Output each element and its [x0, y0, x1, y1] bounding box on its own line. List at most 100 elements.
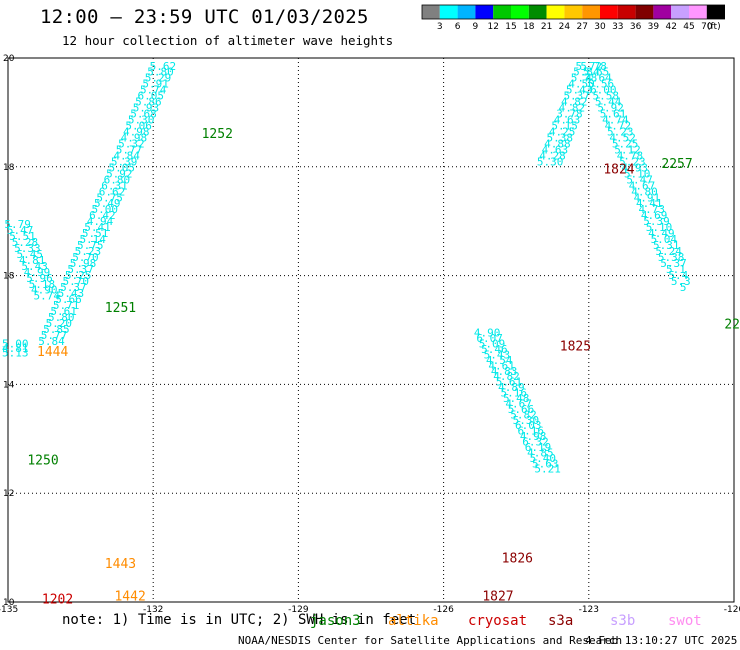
wave-height-point: 5.24: [655, 245, 682, 258]
wave-height-point: 5.71: [53, 299, 80, 312]
pass-time-label: 1251: [105, 301, 136, 316]
colorbar-label: 39: [648, 22, 660, 32]
wave-height-point: 4.61: [488, 359, 515, 372]
page-title: 12:00 – 23:59 UTC 01/03/2025: [40, 6, 369, 28]
wave-height-point: 5.20: [46, 317, 73, 330]
wave-height-point: 6.05: [138, 90, 165, 103]
wave-height-point: 5.38: [658, 251, 685, 264]
wave-height-point: 5.70: [63, 275, 90, 288]
wave-height-point: 5.43: [21, 260, 48, 273]
wave-height-point: 4.98: [121, 131, 148, 144]
colorbar-label: 3: [437, 22, 443, 32]
wave-height-point: 5.1: [666, 263, 686, 276]
wave-height-point: 5.75: [77, 239, 104, 252]
x-tick-label: -123: [579, 605, 599, 615]
pass-time-label: 1442: [114, 590, 145, 605]
colorbar-border: [421, 4, 726, 20]
wave-height-point: 4.94: [87, 215, 114, 228]
wave-height-point: 5.38: [547, 131, 574, 144]
wave-height-point: 6.31: [101, 179, 128, 192]
wave-height-point: 4.69: [641, 209, 668, 222]
wave-height-point: 4.83: [491, 365, 518, 378]
wave-height-point: 5.74: [140, 84, 167, 97]
colorbar-swatch: [617, 5, 636, 19]
wave-height-point: 5.00: [2, 338, 29, 351]
mission-label: jason3: [310, 613, 361, 629]
colorbar-swatch: [564, 5, 583, 19]
wave-height-point: 5.51: [82, 227, 109, 240]
wave-height-point: 5.96: [26, 272, 53, 285]
colorbar-swatch: [582, 5, 600, 19]
wave-height-point: 5.30: [128, 113, 155, 126]
wave-height-point: 6.16: [517, 425, 544, 438]
wave-height-point: 5.92: [106, 167, 133, 180]
colorbar-swatch: [546, 5, 565, 19]
colorbar-swatch: [439, 5, 458, 19]
colorbar-swatch: [493, 5, 511, 19]
wave-height-point: 4.80: [631, 185, 658, 198]
wave-height-point: 4.82: [493, 370, 520, 383]
wave-height-point: 5.77: [41, 329, 68, 342]
wave-height-point: 5.70: [72, 251, 99, 264]
wave-height-point: 5.04: [651, 233, 678, 246]
wave-height-point: 5.31: [653, 239, 680, 252]
wave-height-point: 4.64: [585, 72, 612, 85]
wave-height-point: 5.09: [479, 338, 506, 351]
wave-height-point: 4.81: [19, 254, 46, 267]
mission-label: cryosat: [468, 613, 527, 629]
wave-height-point: 6.42: [89, 209, 116, 222]
wave-height-point: 5.25: [612, 137, 639, 150]
wave-height-point: 5.37: [660, 257, 687, 270]
wave-height-point: 5.30: [537, 155, 564, 168]
y-tick-label: 14: [3, 380, 15, 390]
colorbar-label: 36: [630, 22, 642, 32]
wave-height-point: 4.49: [648, 227, 675, 240]
wave-height-point: 5.39: [643, 215, 670, 228]
wave-height-point: 4.89: [498, 381, 525, 394]
wave-height-point: 5.44: [595, 96, 622, 109]
wave-height-point: 5.25: [65, 269, 92, 282]
page-subtitle: 12 hour collection of altimeter wave hei…: [62, 33, 394, 48]
pass-time-label: 1827: [482, 590, 513, 605]
mission-legend: jason3 altika cryosat s3a s3b swot: [310, 613, 702, 629]
colorbar-label: 6: [455, 22, 461, 32]
wave-height-point: 5.14: [79, 233, 106, 246]
credit-line: NOAA/NESDIS Center for Satellite Applica…: [238, 634, 623, 647]
wave-height-point: 5.98: [70, 257, 97, 270]
wave-height-point: 5.91: [142, 78, 169, 91]
wave-height-point: 6.62: [99, 185, 126, 198]
wave-height-point: 4.93: [622, 161, 649, 174]
wave-height-point: 4.82: [559, 102, 586, 115]
wave-height-values: 5.625.805.295.915.746.055.865.935.685.30…: [2, 60, 691, 476]
y-tick-label: 18: [3, 163, 15, 173]
colorbar-label: 27: [576, 22, 587, 32]
colorbar-label: 18: [523, 22, 535, 32]
mission-label: s3a: [548, 613, 573, 629]
pass-time-labels: 1252 1251 1250 1444 1443 1442 1202 2257 22 1824 18…: [27, 127, 740, 607]
generation-timestamp: 4 Feb 13:10:27 UTC 2025: [585, 634, 738, 647]
mission-label: s3b: [610, 613, 635, 629]
colorbar: 3 6 9 12 15 18 21 24 27 30 33 36 39 42 45 70(ft): [421, 4, 726, 32]
wave-height-point: 5.29: [145, 72, 172, 85]
wave-height-point: 5.47: [626, 173, 653, 186]
wave-height-point: 5.62: [150, 60, 177, 73]
mission-label: altika: [388, 613, 439, 629]
colorbar-swatch: [689, 5, 707, 19]
wave-height-point: 5.4: [668, 269, 688, 282]
wave-height-point: 4.85: [527, 446, 554, 459]
wave-height-point: 5.78: [580, 60, 607, 73]
x-tick-label: -135: [0, 605, 18, 615]
pass-time-label: 1444: [37, 345, 68, 360]
wave-height-point: 5.23: [75, 245, 102, 258]
wave-height-point: 5.32: [118, 137, 145, 150]
wave-height-point: 5.37: [67, 263, 94, 276]
wave-height-point: 4.72: [605, 119, 632, 132]
wave-height-point: 5.84: [38, 335, 65, 348]
wave-height-point: 5.33: [14, 242, 41, 255]
colorbar-swatch: [600, 5, 618, 19]
colorbar-swatch: [528, 5, 547, 19]
x-tick-labels: -135 -132 -129 -126 -123 -120: [0, 605, 740, 615]
wave-height-point: 4.91: [634, 191, 661, 204]
colorbar-label: 21: [541, 22, 552, 32]
pass-time-label: 1250: [27, 454, 58, 469]
